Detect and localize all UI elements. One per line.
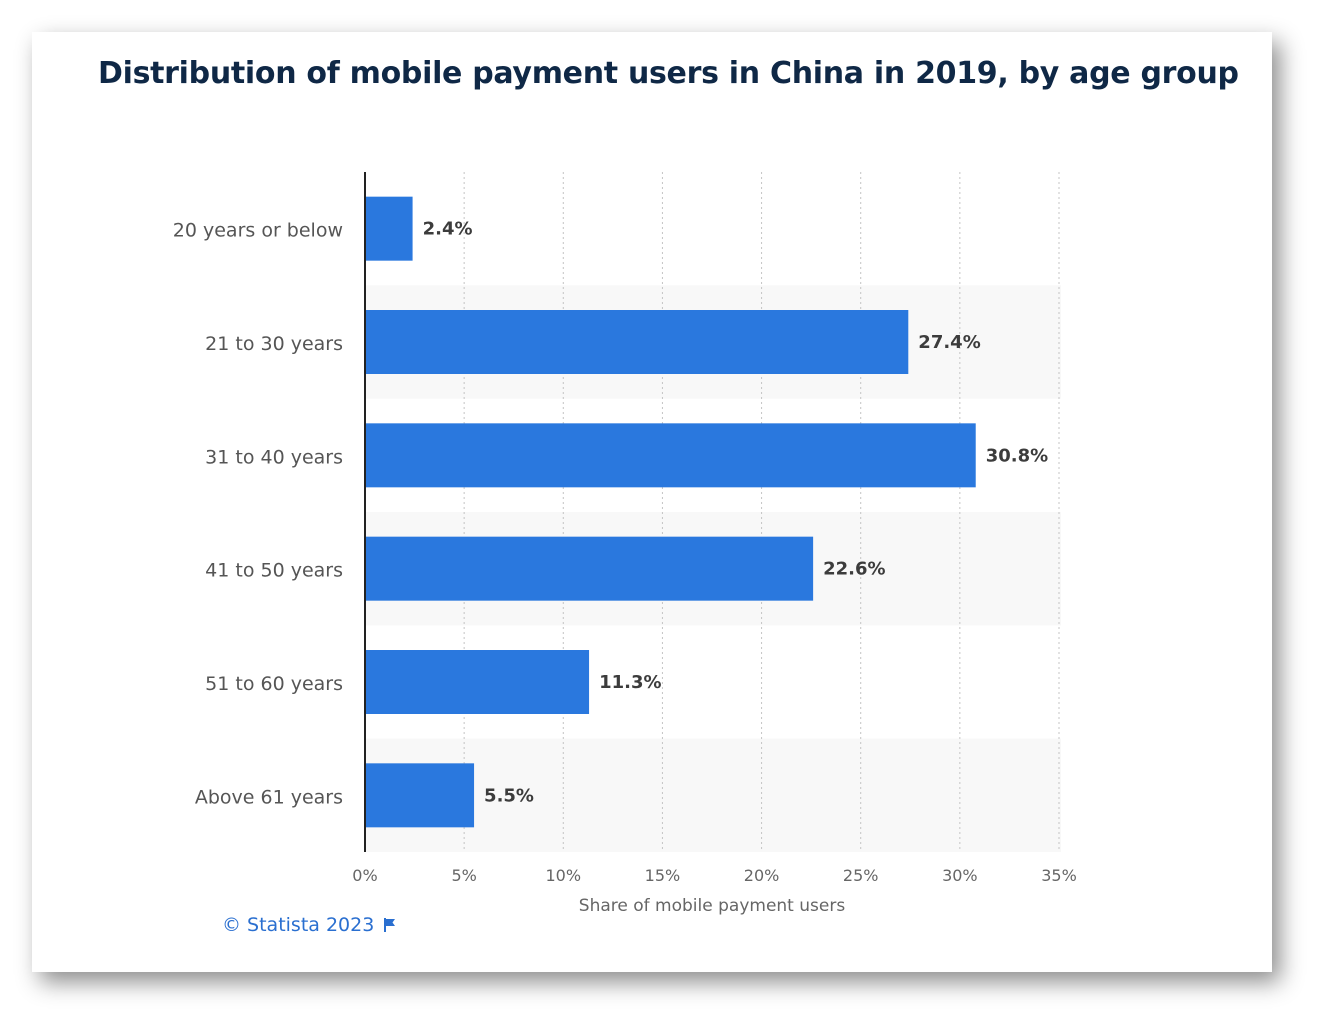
category-label: 51 to 60 years [205, 673, 343, 695]
category-label: 41 to 50 years [205, 560, 343, 582]
data-label: 27.4% [918, 332, 980, 353]
category-label: 31 to 40 years [205, 446, 343, 468]
x-tick-label: 10% [546, 866, 582, 885]
flag-icon[interactable] [384, 918, 396, 932]
category-label: 21 to 30 years [205, 333, 343, 355]
x-tick-label: 0% [352, 866, 377, 885]
x-tick-label: 30% [942, 866, 978, 885]
bar [365, 310, 909, 374]
data-label: 30.8% [986, 445, 1048, 466]
statista-credit-link[interactable]: © Statista 2023 [222, 914, 396, 936]
data-label: 22.6% [823, 559, 885, 580]
row-band [365, 738, 1061, 852]
x-tick-label: 20% [744, 866, 780, 885]
chart-title: Distribution of mobile payment users in … [98, 56, 1239, 91]
bar [365, 650, 590, 714]
category-label: 20 years or below [173, 220, 343, 242]
bar [365, 423, 976, 488]
x-tick-label: 5% [451, 866, 476, 885]
data-label: 5.5% [484, 785, 534, 806]
category-label: Above 61 years [195, 786, 343, 808]
bar [365, 763, 475, 828]
x-axis-title: Share of mobile payment users [579, 896, 846, 916]
data-label: 11.3% [599, 672, 661, 693]
bar-chart: 2.4% 20 years or below 27.4% 21 to 30 years… [173, 172, 1077, 916]
chart-card: Distribution of mobile payment users in … [32, 32, 1272, 972]
data-label: 2.4% [423, 219, 473, 240]
bar [365, 196, 413, 261]
x-tick-label: 25% [843, 866, 879, 885]
credit-text: © Statista 2023 [222, 914, 375, 936]
x-tick-label: 15% [645, 866, 681, 885]
bar [365, 536, 814, 601]
x-tick-label: 35% [1041, 866, 1077, 885]
